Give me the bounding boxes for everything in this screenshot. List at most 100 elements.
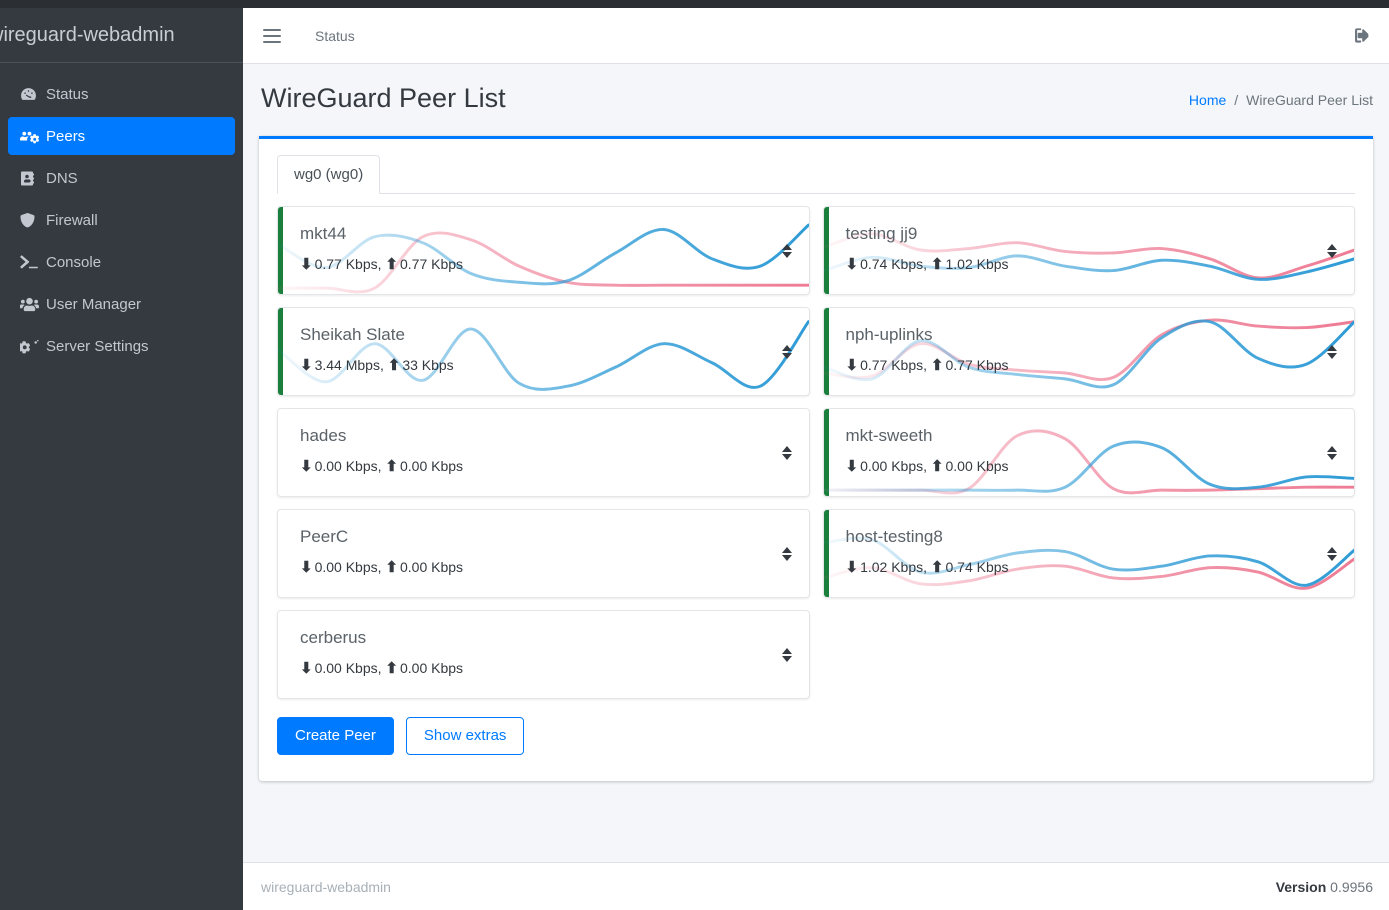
content-header: WireGuard Peer List Home / WireGuard Pee… [243, 64, 1389, 126]
peer-card-body: host-testing8 ⬇ 1.02 Kbps, ⬆ 0.74 Kbps [824, 510, 1355, 575]
content-wrapper: Status WireGuard Peer List Home / WireGu… [243, 8, 1389, 910]
show-extras-button[interactable]: Show extras [405, 717, 525, 756]
peer-name: testing jj9 [845, 224, 918, 244]
sign-out-icon[interactable] [1354, 26, 1373, 45]
peer-name: PeerC [300, 527, 349, 547]
upload-arrow-icon: ⬆ [387, 356, 401, 374]
peer-throughput-stats: ⬇ 3.44 Mbps, ⬆ 33 Kbps [300, 356, 809, 374]
peer-download-rate: 0.77 Kbps, [860, 356, 931, 373]
sidebar-item-label: Server Settings [46, 337, 149, 355]
top-navbar: Status [243, 8, 1389, 64]
upload-arrow-icon: ⬆ [930, 356, 944, 374]
peer-name: mkt-sweeth [845, 426, 933, 446]
sort-handle-icon[interactable] [1327, 243, 1337, 258]
upload-arrow-icon: ⬆ [930, 558, 944, 576]
peer-throughput-stats: ⬇ 0.00 Kbps, ⬆ 0.00 Kbps [300, 659, 809, 677]
shield-icon [20, 210, 46, 230]
tab-wg0[interactable]: wg0 (wg0) [277, 155, 381, 195]
sort-handle-icon[interactable] [1327, 445, 1337, 460]
upload-arrow-icon: ⬆ [930, 457, 944, 475]
sidebar-item-status[interactable]: Status [8, 75, 235, 113]
footer-version-label: Version [1275, 878, 1327, 895]
peer-card[interactable]: hades ⬇ 0.00 Kbps, ⬆ 0.00 Kbps [277, 408, 810, 498]
sidebar-item-peers[interactable]: Peers [8, 117, 235, 155]
sidebar-item-console[interactable]: Console [8, 243, 235, 281]
sort-handle-icon[interactable] [781, 445, 792, 460]
peer-name: nph-uplinks [845, 325, 933, 345]
upload-arrow-icon: ⬆ [385, 558, 398, 576]
sidebar-item-dns[interactable]: DNS [8, 159, 235, 197]
peer-download-rate: 0.74 Kbps, [860, 255, 931, 272]
sidebar-item-label: DNS [46, 169, 78, 187]
peer-throughput-stats: ⬇ 0.77 Kbps, ⬆ 0.77 Kbps [846, 356, 1355, 374]
peer-card[interactable]: testing jj9 ⬇ 0.74 Kbps, ⬆ 1.02 Kbps [822, 206, 1355, 296]
breadcrumb-separator: / [1234, 92, 1239, 108]
action-button-row: Create Peer Show extras [277, 717, 1355, 756]
download-arrow-icon: ⬇ [300, 457, 313, 475]
peer-upload-rate: 0.77 Kbps [945, 356, 1009, 373]
peer-card[interactable]: PeerC ⬇ 0.00 Kbps, ⬆ 0.00 Kbps [277, 509, 810, 599]
sidebar-item-server-settings[interactable]: Server Settings [8, 327, 235, 365]
peer-throughput-stats: ⬇ 0.00 Kbps, ⬆ 0.00 Kbps [300, 457, 809, 475]
peer-name: mkt44 [300, 224, 347, 244]
breadcrumb-home-link[interactable]: Home [1188, 92, 1227, 108]
peer-upload-rate: 0.00 Kbps [945, 457, 1009, 474]
sidebar: wireguard-webadmin Status Peers DNS [0, 8, 243, 910]
peer-card-body: mkt44 ⬇ 0.77 Kbps, ⬆ 0.77 Kbps [278, 207, 809, 272]
peer-upload-rate: 0.74 Kbps [945, 558, 1009, 575]
download-arrow-icon: ⬇ [300, 255, 313, 273]
sort-handle-icon[interactable] [1327, 546, 1337, 561]
peer-throughput-stats: ⬇ 1.02 Kbps, ⬆ 0.74 Kbps [846, 558, 1355, 576]
peer-throughput-stats: ⬇ 0.74 Kbps, ⬆ 1.02 Kbps [846, 255, 1355, 273]
peer-list-card: wg0 (wg0) mkt44 ⬇ 0.77 Kbps, ⬆ 0.77 Kbps [259, 136, 1373, 782]
page-title: WireGuard Peer List [261, 83, 506, 113]
hamburger-icon[interactable] [263, 28, 281, 43]
sort-handle-icon[interactable] [781, 344, 792, 359]
peer-card-body: mkt-sweeth ⬇ 0.00 Kbps, ⬆ 0.00 Kbps [824, 409, 1355, 474]
peer-upload-rate: 0.77 Kbps [399, 255, 464, 272]
upload-arrow-icon: ⬆ [385, 255, 398, 273]
sidebar-brand[interactable]: wireguard-webadmin [0, 8, 243, 63]
download-arrow-icon: ⬇ [845, 558, 859, 576]
peer-card[interactable]: mkt44 ⬇ 0.77 Kbps, ⬆ 0.77 Kbps [277, 206, 810, 296]
peer-card-body: nph-uplinks ⬇ 0.77 Kbps, ⬆ 0.77 Kbps [824, 308, 1355, 373]
sort-handle-icon[interactable] [781, 647, 792, 662]
peer-download-rate: 3.44 Mbps, [314, 356, 388, 373]
peer-card[interactable]: Sheikah Slate ⬇ 3.44 Mbps, ⬆ 33 Kbps [277, 307, 810, 397]
peer-card-body: Sheikah Slate ⬇ 3.44 Mbps, ⬆ 33 Kbps [278, 308, 809, 373]
address-book-icon [20, 168, 46, 188]
create-peer-button[interactable]: Create Peer [277, 717, 394, 756]
breadcrumb: Home / WireGuard Peer List [1189, 82, 1373, 108]
sort-handle-icon[interactable] [781, 243, 792, 258]
upload-arrow-icon: ⬆ [385, 659, 398, 677]
upload-arrow-icon: ⬆ [930, 255, 944, 273]
peer-throughput-stats: ⬇ 0.00 Kbps, ⬆ 0.00 Kbps [300, 558, 809, 576]
peer-card[interactable]: mkt-sweeth ⬇ 0.00 Kbps, ⬆ 0.00 Kbps [822, 408, 1355, 498]
interface-tabs: wg0 (wg0) [277, 155, 1355, 195]
peer-card[interactable]: host-testing8 ⬇ 1.02 Kbps, ⬆ 0.74 Kbps [822, 509, 1355, 599]
peer-card-body: cerberus ⬇ 0.00 Kbps, ⬆ 0.00 Kbps [278, 611, 809, 676]
sidebar-item-firewall[interactable]: Firewall [8, 201, 235, 239]
sidebar-item-label: Peers [46, 127, 86, 145]
footer-brand: wireguard-webadmin [261, 878, 391, 895]
peer-column-right: testing jj9 ⬇ 0.74 Kbps, ⬆ 1.02 Kbps nph-up… [822, 206, 1355, 699]
peer-card[interactable]: nph-uplinks ⬇ 0.77 Kbps, ⬆ 0.77 Kbps [822, 307, 1355, 397]
peer-card-body: PeerC ⬇ 0.00 Kbps, ⬆ 0.00 Kbps [278, 510, 809, 575]
peer-card-body: testing jj9 ⬇ 0.74 Kbps, ⬆ 1.02 Kbps [824, 207, 1355, 272]
navbar-status-link[interactable]: Status [315, 27, 355, 44]
peer-card-body: hades ⬇ 0.00 Kbps, ⬆ 0.00 Kbps [278, 409, 809, 474]
users-cog-icon [20, 126, 46, 146]
peer-card[interactable]: cerberus ⬇ 0.00 Kbps, ⬆ 0.00 Kbps [277, 610, 810, 700]
sort-handle-icon[interactable] [1327, 344, 1337, 359]
peer-throughput-stats: ⬇ 0.00 Kbps, ⬆ 0.00 Kbps [846, 457, 1355, 475]
sidebar-item-label: Console [46, 253, 102, 271]
sidebar-nav: Status Peers DNS Firewall [0, 63, 243, 365]
sidebar-item-label: Firewall [46, 211, 98, 229]
peer-upload-rate: 1.02 Kbps [945, 255, 1009, 272]
download-arrow-icon: ⬇ [845, 255, 859, 273]
peer-download-rate: 0.77 Kbps, [314, 255, 386, 272]
sort-handle-icon[interactable] [781, 546, 792, 561]
peer-name: host-testing8 [845, 527, 943, 547]
sidebar-item-user-manager[interactable]: User Manager [8, 285, 235, 323]
